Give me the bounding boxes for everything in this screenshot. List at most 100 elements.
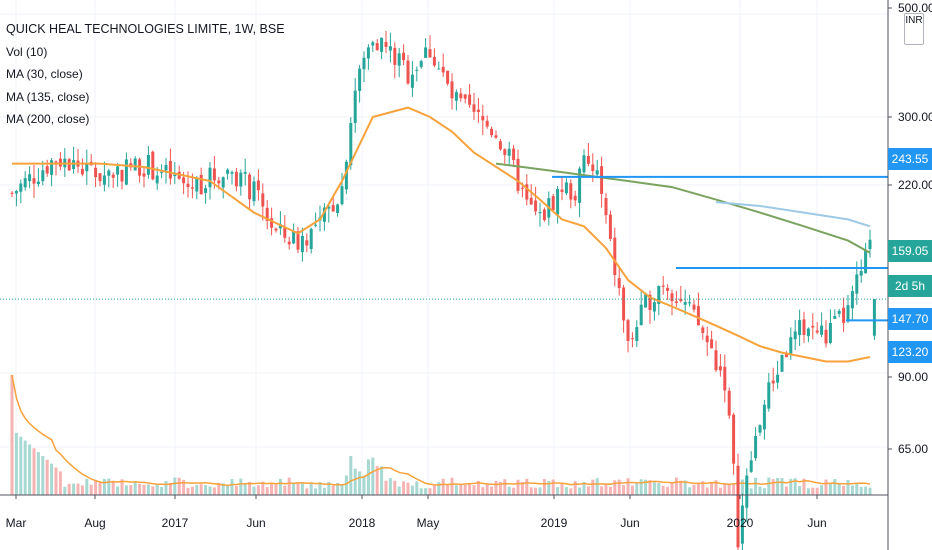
volume-bar — [674, 477, 678, 495]
volume-bar — [498, 481, 502, 495]
volume-bar — [560, 482, 564, 495]
candle-body — [652, 302, 656, 312]
volume-bar — [600, 486, 604, 495]
ma200-line — [715, 201, 871, 228]
volume-bar — [564, 487, 568, 495]
volume-bar — [212, 487, 216, 495]
volume-bar — [740, 479, 744, 495]
volume-bar — [837, 482, 841, 495]
volume-bar — [828, 483, 832, 495]
volume-bar — [824, 479, 828, 495]
volume-bar — [102, 478, 106, 495]
volume-bar — [776, 477, 780, 495]
y-tick-label: 220.00 — [898, 178, 932, 192]
volume-bar — [388, 478, 392, 495]
candle-body — [472, 104, 476, 112]
candle-body — [749, 460, 753, 472]
volume-bar — [327, 481, 331, 495]
price-series — [10, 30, 876, 550]
volume-bar — [19, 436, 23, 495]
volume-bar — [23, 440, 27, 495]
legend-ma200: MA (200, close) — [6, 112, 90, 126]
legend-ma30: MA (30, close) — [6, 67, 83, 81]
candle-body — [648, 294, 652, 310]
candle-body — [314, 224, 318, 226]
candle-body — [573, 195, 577, 201]
volume-bar — [784, 486, 788, 495]
candle-body — [635, 327, 639, 342]
y-tick-label: 65.00 — [898, 442, 928, 456]
candle-body — [199, 174, 203, 195]
volume-bar — [635, 483, 639, 495]
volume-bar — [265, 487, 269, 495]
volume-bar — [696, 483, 700, 495]
candle-body — [679, 298, 683, 301]
volume-bar — [120, 479, 124, 495]
chart-legend: QUICK HEAL TECHNOLOGIES LIMITE, 1W, BSE … — [6, 18, 285, 131]
volume-bar — [168, 482, 172, 495]
candle-body — [657, 286, 661, 305]
volume-bar — [630, 485, 634, 495]
candle-body — [322, 207, 326, 222]
candle-body — [824, 329, 828, 344]
volume-bar — [820, 485, 824, 495]
candle-body — [362, 57, 366, 70]
candle-body — [80, 168, 84, 175]
candle-body — [142, 173, 146, 177]
volume-bar — [331, 485, 335, 495]
candle-body — [428, 49, 432, 58]
candle-body — [151, 151, 155, 180]
candle-body — [736, 465, 740, 548]
candle-body — [776, 374, 780, 383]
volume-bar — [652, 482, 656, 495]
candle-body — [820, 325, 824, 335]
volume-bar — [586, 486, 590, 495]
volume-bar — [622, 485, 626, 495]
x-tick-label: Jun — [620, 516, 639, 530]
candle-body — [300, 235, 304, 253]
x-tick-label: Mar — [6, 516, 27, 530]
chart-title: QUICK HEAL TECHNOLOGIES LIMITE, 1W, BSE — [6, 22, 285, 36]
candle-body — [102, 175, 106, 185]
volume-bar — [278, 478, 282, 495]
volume-bar — [846, 479, 850, 495]
volume-bar — [340, 484, 344, 495]
candle-body — [283, 227, 287, 238]
x-tick-label: May — [417, 516, 440, 530]
legend-vol: Vol (10) — [6, 44, 48, 59]
volume-bar — [322, 487, 326, 495]
candle-body — [168, 161, 172, 179]
candle-body — [784, 352, 788, 358]
y-tick-label: 300.00 — [898, 110, 932, 124]
x-tick-label: Jun — [807, 516, 826, 530]
candle-body — [802, 319, 806, 335]
bar-timer-label: 2d 5h — [888, 275, 932, 297]
volume-bar — [111, 480, 115, 495]
volume-bar — [270, 482, 274, 495]
candle-body — [397, 53, 401, 66]
volume-bar — [450, 477, 454, 495]
volume-bar — [287, 477, 291, 495]
candle-body — [780, 354, 784, 372]
volume-bar — [384, 480, 388, 495]
volume-bar — [802, 478, 806, 495]
volume-bar — [604, 484, 608, 495]
candle-body — [173, 174, 177, 177]
volume-bar — [10, 375, 14, 495]
candle-body — [833, 316, 837, 319]
candle-body — [388, 46, 392, 51]
volume-bar — [217, 482, 221, 495]
candle-body — [432, 56, 436, 66]
volume-bar — [256, 485, 260, 495]
candle-body — [133, 158, 137, 171]
volume-bar — [542, 479, 546, 495]
currency-scale-button[interactable]: INR — [904, 13, 924, 45]
volume-bar — [107, 478, 111, 495]
candle-body — [815, 330, 819, 333]
candle-body — [252, 181, 256, 202]
candle-body — [155, 175, 159, 184]
candle-body — [459, 93, 463, 99]
volume-bar — [292, 483, 296, 495]
volume-bar — [424, 488, 428, 495]
